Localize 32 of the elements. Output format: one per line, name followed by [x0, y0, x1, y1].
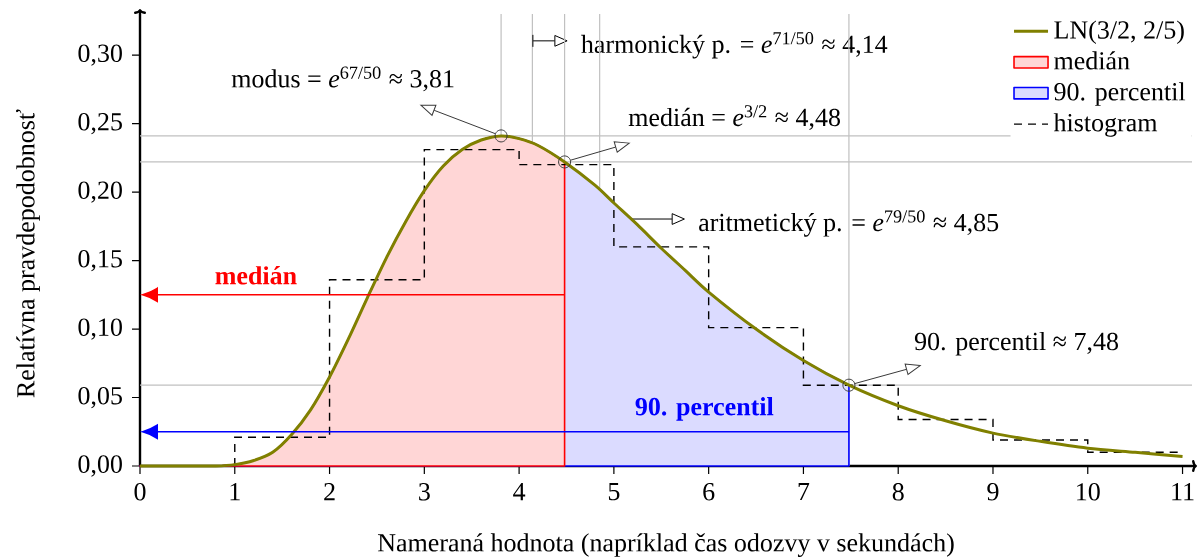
x-tick-label: 1: [230, 483, 240, 501]
y-tick-label: 0,25: [78, 112, 122, 135]
y-tick-label: 0,20: [78, 181, 122, 203]
x-tick-label: 4: [513, 483, 526, 501]
x-tick-label: 3: [419, 483, 430, 501]
ref-line-label: aritmetický p. = e$^{79/50}$ ≈ 4,85: [699, 210, 999, 237]
x-tick-label: 7: [798, 483, 810, 501]
x-tick-label: 8: [892, 483, 904, 501]
annotation: modus = e$^{67/50}$ ≈ 3,81: [231, 66, 454, 92]
y-tick-label: 0,10: [78, 318, 122, 340]
annotation: medián: [215, 266, 297, 285]
y-tick-label: 0,05: [78, 386, 122, 409]
x-tick-label: 11: [1172, 483, 1194, 501]
annotation: 90. percentil ≈ 7,48: [914, 331, 1118, 356]
y-axis-title: Relatívna pravdepodobnosť: [15, 109, 40, 398]
y-tick-label: 0,15: [78, 249, 122, 272]
x-tick-label: 2: [324, 483, 335, 501]
x-tick-label: 0: [134, 483, 146, 501]
x-axis-title: Nameraná hodnota (napríklad čas odozvy v sekundách): [377, 533, 954, 557]
y-tick-label: 0,30: [78, 44, 122, 66]
ref-line-label: harmonický p. = e$^{71/50}$ ≈ 4,14: [581, 32, 888, 59]
y-tick-label: 0,00: [78, 455, 122, 477]
legend-label: 90. percentil: [1054, 82, 1186, 106]
x-tick-label: 9: [987, 483, 999, 501]
x-tick-label: 6: [703, 483, 715, 501]
annotation: medián = e$^{3/2}$ ≈ 4,48: [628, 105, 840, 130]
legend-label: LN(3/2, 2/5): [1054, 20, 1184, 44]
legend-label: medián: [1054, 51, 1130, 70]
x-tick-label: 5: [608, 483, 620, 501]
x-tick-label: 10: [1077, 483, 1100, 501]
annotation: 90. percentil: [635, 397, 774, 421]
legend-label: histogram: [1053, 113, 1158, 137]
